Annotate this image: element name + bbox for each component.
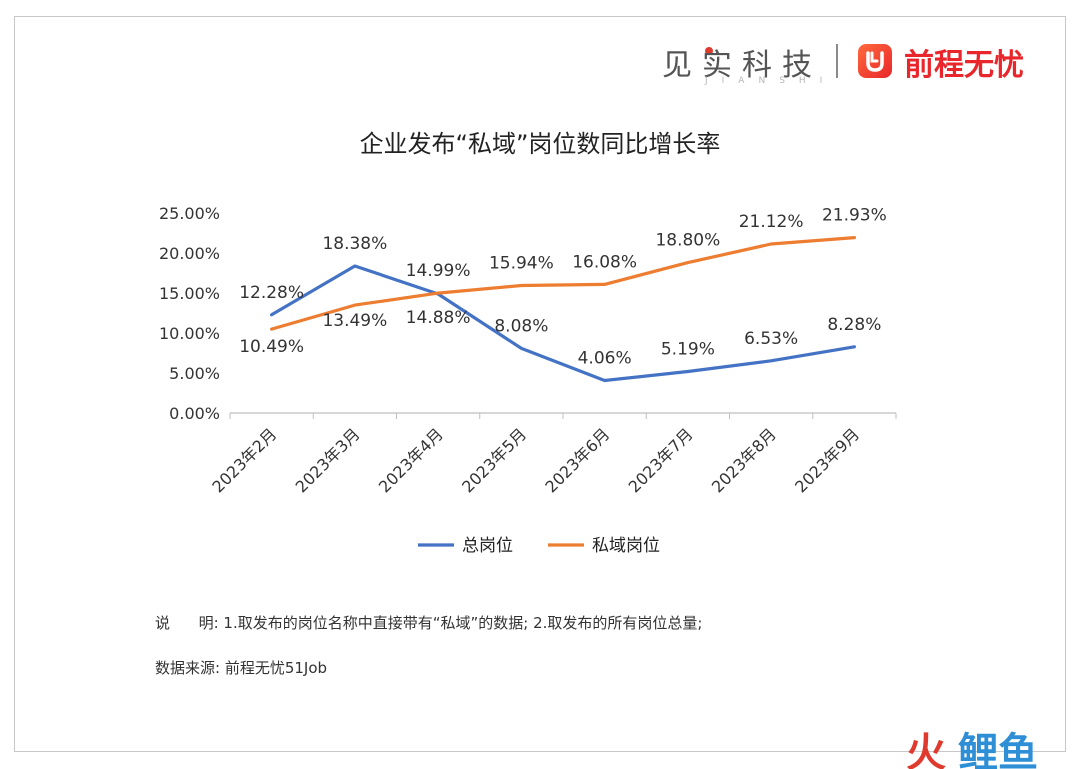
x-tick-label: 2023年5月 [458,424,530,496]
series-line-total [270,264,857,383]
y-tick-label: 5.00% [169,364,220,383]
data-label-total: 18.38% [322,234,387,254]
data-label-private: 16.08% [572,252,637,272]
x-tick-label: 2023年9月 [791,424,863,496]
x-tick-label: 2023年7月 [625,424,697,496]
x-tick-label: 2023年4月 [375,424,447,496]
data-label-total: 4.06% [578,349,632,369]
data-source: 数据来源: 前程无忧51Job [155,659,328,677]
x-tick-label: 2023年6月 [541,424,613,496]
legend-label: 总岗位 [462,536,513,556]
x-tick-label: 2023年8月 [708,424,780,496]
data-label-total: 8.28% [827,315,881,335]
brand-divider [836,44,838,78]
51job-logo-icon [858,44,892,78]
jianshi-brand-name: 见实科技 [662,48,822,83]
data-label-total: 14.88% [406,308,471,328]
y-tick-label: 0.00% [169,404,220,423]
data-label-total: 6.53% [744,329,798,349]
chart-note: 说 明: 1.取发布的岗位名称中直接带有“私域”的数据; 2.取发布的所有岗位总… [155,614,703,632]
51job-brand-name: 前程无忧 [904,48,1024,83]
y-tick-label: 15.00% [159,284,220,303]
data-label-total: 12.28% [239,283,304,303]
y-tick-label: 20.00% [159,244,220,263]
data-label-private: 14.99% [406,261,471,281]
x-tick-label: 2023年3月 [292,424,364,496]
data-label-private: 21.93% [822,206,887,226]
watermark-part2: 鲤鱼 [958,730,1038,769]
series-line-private [270,236,857,331]
line-chart: 0.00% 5.00% 10.00% 15.00% 20.00% 25.00% 2023年2… [159,204,897,556]
data-label-private: 21.12% [739,212,804,232]
chart-title: 企业发布“私域”岗位数同比增长率 [359,130,721,158]
x-tick-label: 2023年2月 [208,424,280,496]
data-label-private: 13.49% [322,311,387,331]
legend-label: 私域岗位 [592,536,660,556]
y-tick-label: 25.00% [159,204,220,223]
data-label-private: 15.94% [489,253,554,273]
data-label-total: 5.19% [661,339,715,359]
jianshi-logo-dot [705,47,713,55]
data-label-private: 18.80% [655,231,720,251]
data-label-private: 10.49% [239,337,304,357]
watermark-part1: 火 [906,730,946,769]
data-label-total: 8.08% [494,316,548,336]
y-tick-label: 10.00% [159,324,220,343]
chart-card [14,16,1066,752]
jianshi-brand-subtitle: JIANSHI [705,76,837,86]
